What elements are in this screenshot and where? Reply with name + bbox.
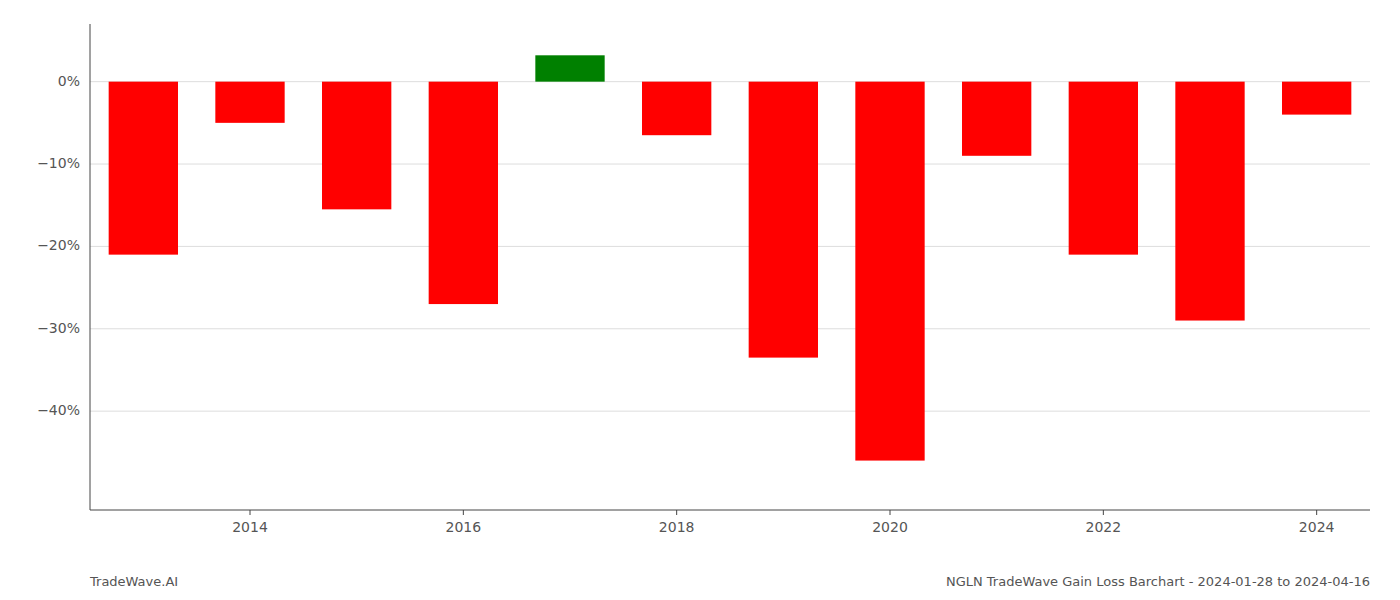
bar (962, 82, 1031, 156)
y-tick-label: −40% (37, 402, 80, 418)
x-tick-label: 2016 (446, 519, 482, 535)
y-tick-label: −20% (37, 237, 80, 253)
bar (322, 82, 391, 210)
footer-text: TradeWave.AI (89, 574, 178, 589)
x-tick-label: 2020 (872, 519, 908, 535)
x-tick (676, 510, 677, 515)
bar (535, 55, 604, 81)
x-tick-label: 2024 (1299, 519, 1335, 535)
grid-line (90, 328, 1370, 329)
x-tick-label: 2022 (1086, 519, 1122, 535)
y-ticks: 0% −10% −20% −30% −40% (37, 73, 80, 418)
y-tick-label: −30% (37, 320, 80, 336)
bar (749, 82, 818, 358)
y-tick-label: −10% (37, 155, 80, 171)
bar (109, 82, 178, 255)
chart-container: 0%−10%−20%−30%−40%2014201620182020202220… (0, 0, 1400, 600)
bar (429, 82, 498, 304)
bar (1175, 82, 1244, 321)
bar (1282, 82, 1351, 115)
x-tick (890, 510, 891, 515)
bar (855, 82, 924, 461)
footer-text: NGLN TradeWave Gain Loss Barchart - 2024… (946, 574, 1370, 589)
x-tick (250, 510, 251, 515)
bar (215, 82, 284, 123)
x-tick-label: 2018 (659, 519, 695, 535)
x-tick (1316, 510, 1317, 515)
x-tick (1103, 510, 1104, 515)
bar (1069, 82, 1138, 255)
x-tick-label: 2014 (232, 519, 268, 535)
x-tick (463, 510, 464, 515)
bars (109, 55, 1352, 460)
grid-line (90, 411, 1370, 412)
y-tick-label: 0% (58, 73, 80, 89)
bar (642, 82, 711, 136)
page: {"chart_data": {"type": "bar", "categori… (0, 0, 1400, 600)
y-axis-line (90, 24, 91, 510)
annotations: TradeWave.AI NGLN TradeWave Gain Loss Bar… (89, 574, 1370, 589)
x-axis-line (90, 510, 1370, 511)
grid (90, 82, 1370, 411)
chart-svg: 0%−10%−20%−30%−40%2014201620182020202220… (0, 0, 1400, 600)
x-ticks: 2014 2016 2018 2020 2022 2024 (232, 510, 1334, 535)
